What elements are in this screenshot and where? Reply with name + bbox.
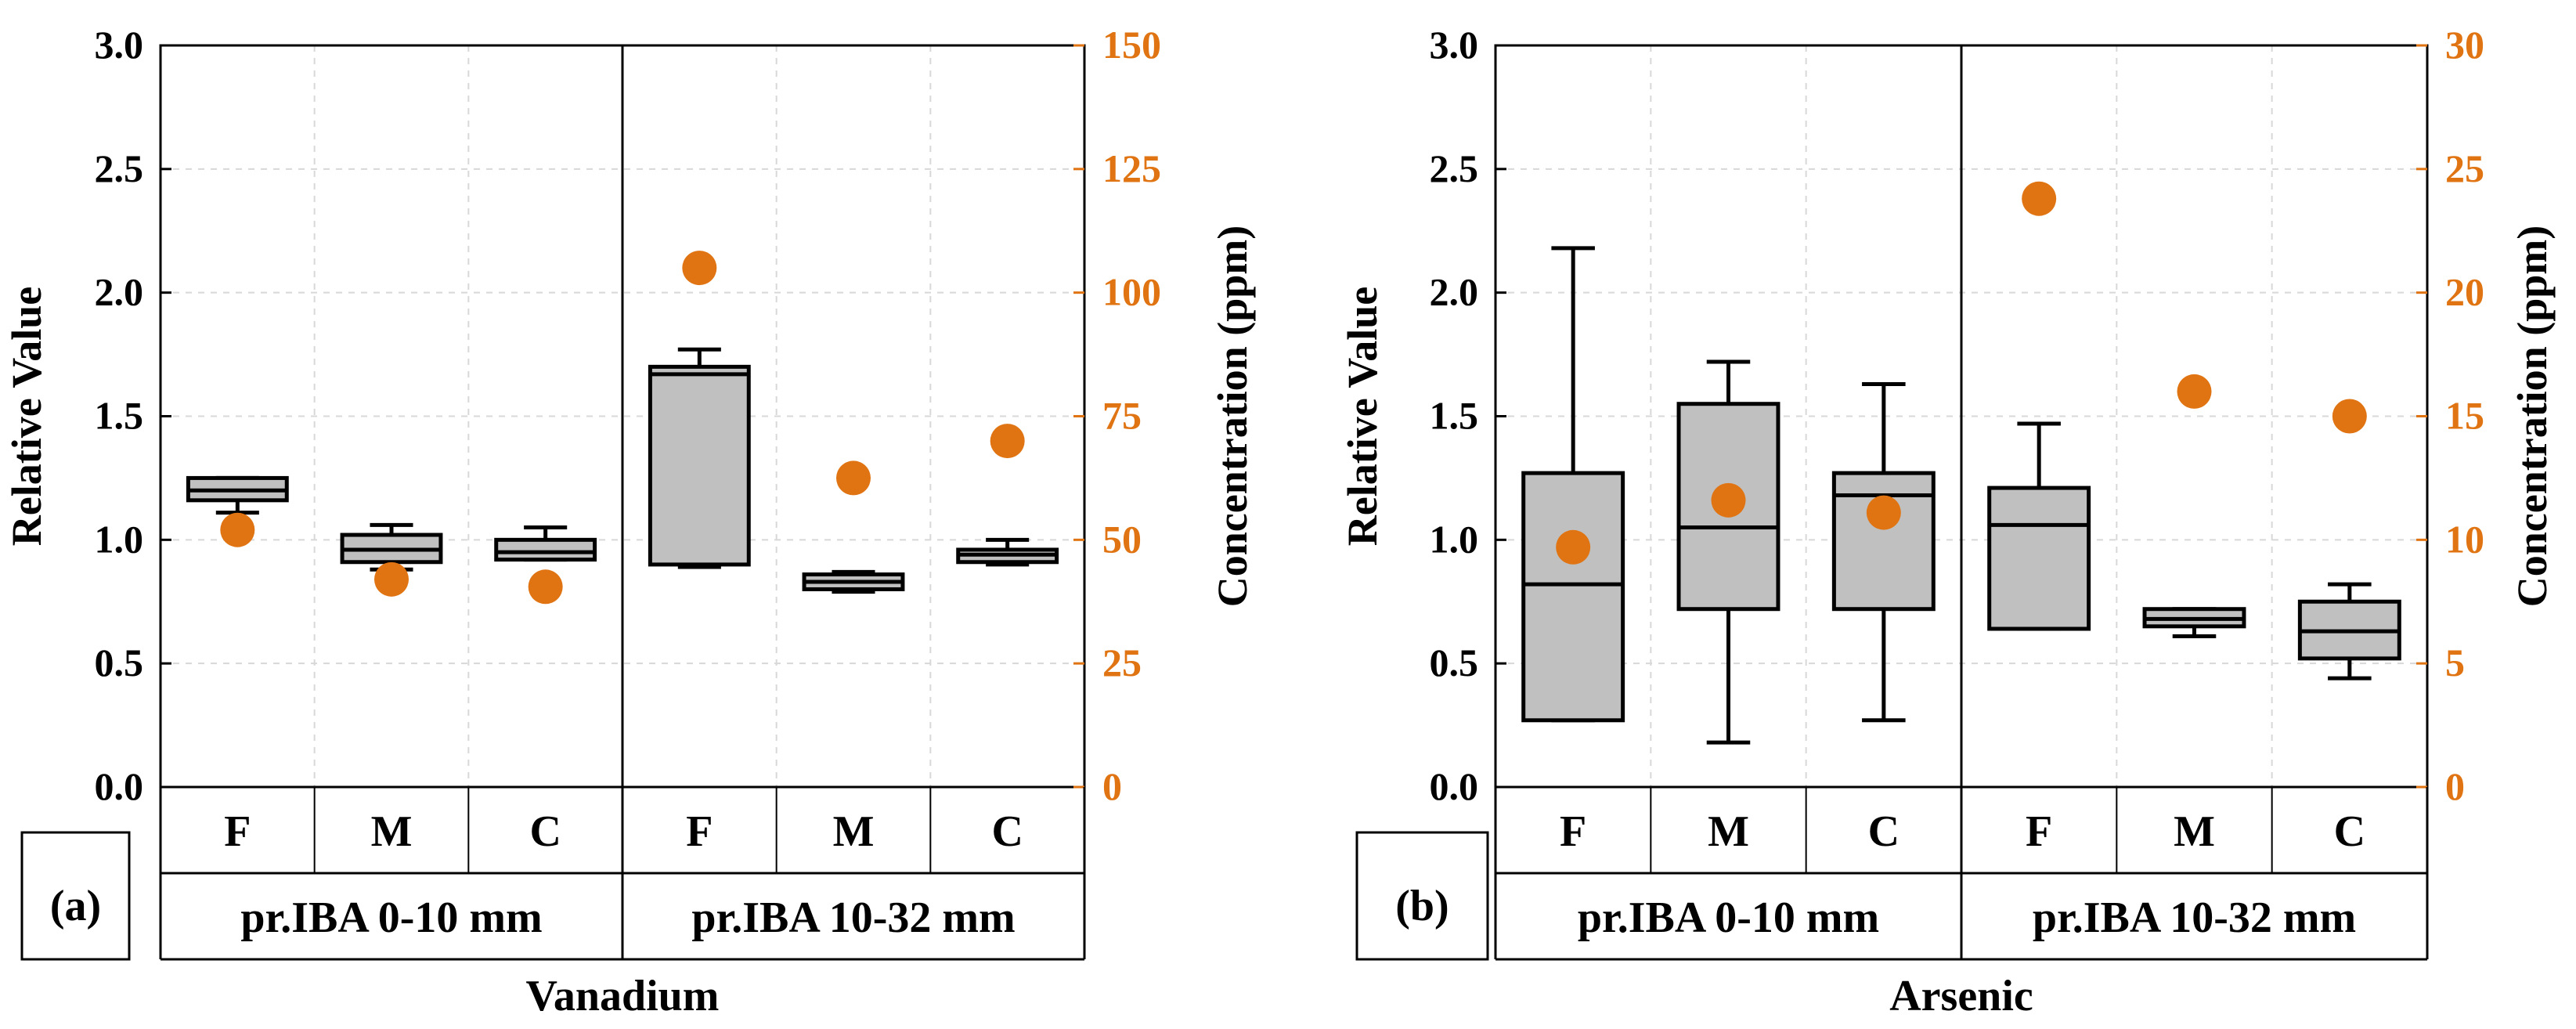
concentration-point [990,424,1025,459]
concentration-point [682,251,717,286]
y-tick-label: 3.0 [95,23,144,67]
y-tick-label: 1.5 [1430,394,1479,438]
chart-panel-a: 0.0 0.5 1.0 1.5 2.0 2.5 3.0 0 25 50 75 100 125 150 Rel… [3,23,1256,1020]
y-tick-label: 2.5 [95,146,144,190]
concentration-point [836,460,871,496]
y-tick-label: 2.0 [1430,270,1479,314]
y2-tick-label: 0 [1102,764,1122,808]
box-2 [494,525,597,562]
y2-tick-label: 5 [2445,641,2465,684]
panel-title: Vanadium [526,972,720,1020]
box-2 [1831,381,1936,723]
chart-panel-b: 0.0 0.5 1.0 1.5 2.0 2.5 3.0 0 5 10 15 20 25 30 Relativ… [1339,23,2556,1020]
box-4 [2142,607,2246,638]
panel-label-box [1355,831,1489,961]
box-3 [648,347,751,569]
category-label: F [224,807,251,856]
concentration-point [1711,482,1746,518]
category-label: F [1560,807,1586,856]
box-0 [1521,246,1625,723]
box-iqr [1676,402,1780,612]
category-label: M [2174,807,2215,856]
y2-axis-title: Concentration (ppm) [1209,226,1256,607]
panel-label: (b) [1395,882,1449,930]
y-tick-label: 0.5 [95,641,144,684]
box-iqr [1987,486,2091,631]
panel-label-box [20,831,131,961]
panel-title: Arsenic [1889,972,2033,1020]
y-axis-title: Relative Value [3,287,50,547]
concentration-point [2177,374,2212,409]
y2-tick-label: 0 [2445,764,2465,808]
y2-tick-label: 30 [2445,23,2484,67]
y2-axis-title: Concentration (ppm) [2509,226,2556,607]
category-label: C [1868,807,1900,856]
category-label: F [686,807,713,856]
box-iqr [1521,471,1625,723]
y-tick-label: 0.0 [1430,764,1479,808]
y2-tick-label: 150 [1102,23,1161,67]
concentration-point [374,561,409,597]
y2-tick-label: 15 [2445,394,2484,438]
y-tick-label: 3.0 [1430,23,1479,67]
y-tick-label: 1.0 [1430,517,1479,561]
category-label: M [371,807,413,856]
concentration-point [1556,529,1591,565]
y2-tick-label: 10 [2445,517,2484,561]
box-3 [1987,421,2091,631]
concentration-point [1866,495,1901,530]
concentration-point [220,512,255,547]
y-tick-label: 0.5 [1430,641,1479,684]
box-5 [956,537,1059,567]
group-label: pr.IBA 0-10 mm [240,894,542,942]
box-iqr [494,537,597,562]
y2-tick-label: 125 [1102,146,1161,190]
box-iqr [648,364,751,567]
group-label: pr.IBA 10-32 mm [2033,894,2356,942]
concentration-point [2332,399,2367,434]
y2-tick-label: 20 [2445,270,2484,314]
category-label: M [1708,807,1749,856]
concentration-point [2022,181,2057,216]
y2-tick-label: 100 [1102,270,1161,314]
y2-tick-label: 50 [1102,517,1142,561]
box-0 [186,475,289,515]
category-label: F [2026,807,2052,856]
panel-label: (a) [50,882,101,930]
concentration-point [528,569,563,605]
box-1 [340,522,443,572]
group-label: pr.IBA 10-32 mm [691,894,1015,942]
y2-tick-label: 25 [2445,146,2484,190]
group-label: pr.IBA 0-10 mm [1578,894,1879,942]
category-label: C [991,807,1023,856]
y-axis-title: Relative Value [1339,287,1386,547]
category-label: C [529,807,561,856]
y2-tick-label: 75 [1102,394,1142,438]
y-tick-label: 2.0 [95,270,144,314]
y-tick-label: 1.5 [95,394,144,438]
box-4 [802,569,905,594]
y2-tick-label: 25 [1102,641,1142,684]
box-5 [2297,582,2401,681]
y-tick-label: 2.5 [1430,146,1479,190]
category-label: C [2334,807,2365,856]
y-tick-label: 0.0 [95,764,144,808]
box-1 [1676,359,1780,745]
y-tick-label: 1.0 [95,517,144,561]
category-label: M [833,807,875,856]
